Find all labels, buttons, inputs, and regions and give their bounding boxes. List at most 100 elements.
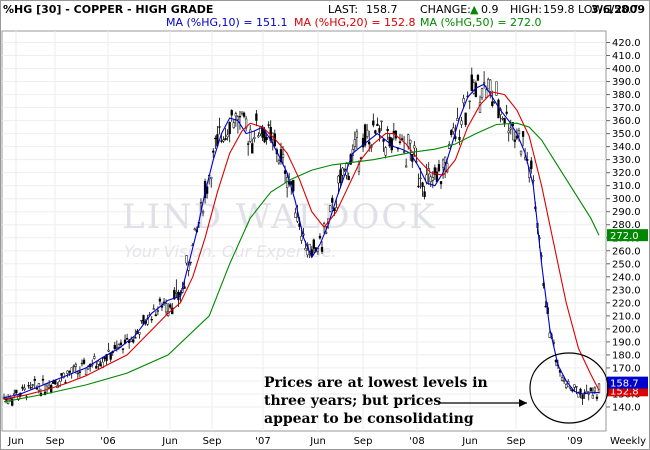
- y-tick-label: 260.0: [612, 246, 641, 257]
- price-body: [52, 381, 55, 384]
- y-axis: 140.0150.0160.0170.0180.0190.0200.0210.0…: [606, 38, 641, 413]
- price-body: [132, 339, 135, 343]
- price-body: [431, 176, 434, 181]
- price-body: [441, 159, 445, 168]
- legend-ma20: MA (%HG,20) = 152.8: [294, 16, 416, 29]
- price-body: [175, 291, 178, 294]
- price-body: [485, 89, 488, 98]
- x-tick-label: Jun: [309, 436, 326, 447]
- price-body: [573, 384, 576, 388]
- price-body: [234, 113, 237, 117]
- price-body: [337, 175, 340, 184]
- x-axis: Jun Sep '06 Jun Sep '07 Jun Sep '08 Jun Sep '09 Week…: [7, 436, 646, 447]
- y-tick-label: 370.0: [612, 103, 641, 114]
- price-body: [312, 239, 315, 249]
- price-body: [423, 191, 426, 198]
- price-body: [242, 112, 246, 117]
- watermark-logo: LIND WALDOCK: [122, 197, 437, 237]
- price-body: [413, 145, 416, 149]
- y-tick-label: 350.0: [612, 129, 641, 140]
- y-tick-label: 210.0: [612, 311, 641, 322]
- price-body: [409, 139, 412, 144]
- price-body: [472, 82, 475, 94]
- price-body: [306, 250, 309, 256]
- price-body: [402, 151, 406, 153]
- price-body: [331, 197, 334, 203]
- price-body: [435, 171, 439, 182]
- price-body: [487, 79, 490, 90]
- price-body: [279, 149, 283, 162]
- price-body: [382, 139, 385, 142]
- price-body: [283, 170, 287, 174]
- x-tick-label: '08: [409, 436, 424, 447]
- price-body: [113, 344, 116, 350]
- price-body: [544, 305, 547, 308]
- price-body: [304, 248, 307, 251]
- price-body: [253, 137, 256, 140]
- price-body: [530, 160, 533, 169]
- price-body: [240, 111, 244, 114]
- price-body: [193, 228, 196, 231]
- x-tick-label: Sep: [507, 436, 526, 447]
- price-body: [54, 380, 57, 385]
- price-body: [386, 129, 389, 132]
- price-body: [199, 202, 203, 204]
- value-marker-label: 272.0: [610, 231, 639, 242]
- price-body: [361, 137, 365, 148]
- x-tick-label: Jun: [7, 436, 24, 447]
- price-body: [320, 247, 324, 252]
- y-tick-label: 250.0: [612, 259, 641, 270]
- price-body: [560, 377, 564, 381]
- price-body: [585, 391, 588, 393]
- y-tick-label: 390.0: [612, 77, 641, 88]
- price-body: [247, 143, 250, 145]
- price-body: [97, 360, 100, 365]
- price-body: [366, 129, 369, 137]
- price-body: [205, 186, 209, 194]
- price-body: [407, 134, 410, 147]
- y-tick-label: 140.0: [612, 402, 641, 413]
- price-body: [257, 135, 260, 138]
- price-body: [458, 136, 461, 140]
- price-body: [140, 319, 143, 322]
- price-body: [95, 365, 98, 369]
- price-body: [130, 339, 133, 342]
- y-tick-label: 330.0: [612, 155, 641, 166]
- ma-line-10: [3, 83, 600, 399]
- watermark-tagline: Your Vision. Our Expertise.: [124, 242, 336, 261]
- price-body: [417, 185, 420, 188]
- price-body: [249, 129, 252, 142]
- price-body: [82, 359, 86, 364]
- price-body: [347, 175, 350, 181]
- price-body: [41, 378, 45, 381]
- price-body: [103, 357, 106, 360]
- price-body: [376, 123, 379, 127]
- price-body: [277, 160, 281, 164]
- legend-ma10: MA (%HG,10) = 151.1: [166, 16, 288, 29]
- price-body: [189, 261, 192, 264]
- price-body: [575, 386, 578, 388]
- price-body: [292, 179, 295, 192]
- x-tick-label: Jun: [461, 436, 478, 447]
- price-body: [84, 367, 88, 375]
- x-tick-label: '06: [100, 436, 115, 447]
- price-body: [244, 118, 248, 129]
- price-body: [374, 130, 377, 134]
- chart-date: 3/6/2009: [591, 3, 645, 16]
- high-label: HIGH:: [510, 3, 542, 16]
- price-body: [138, 332, 141, 335]
- price-body: [212, 150, 215, 153]
- y-tick-label: 170.0: [612, 363, 641, 374]
- chart-title: %HG [30] - COPPER - HIGH GRADE: [3, 3, 213, 16]
- price-body: [62, 372, 65, 379]
- value-marker-label: 158.7: [610, 379, 639, 390]
- price-body: [565, 384, 568, 388]
- y-tick-label: 240.0: [612, 272, 641, 283]
- y-tick-label: 280.0: [612, 220, 641, 231]
- price-body: [503, 118, 506, 124]
- x-tick-label: Weekly: [610, 436, 646, 447]
- price-body: [201, 210, 205, 214]
